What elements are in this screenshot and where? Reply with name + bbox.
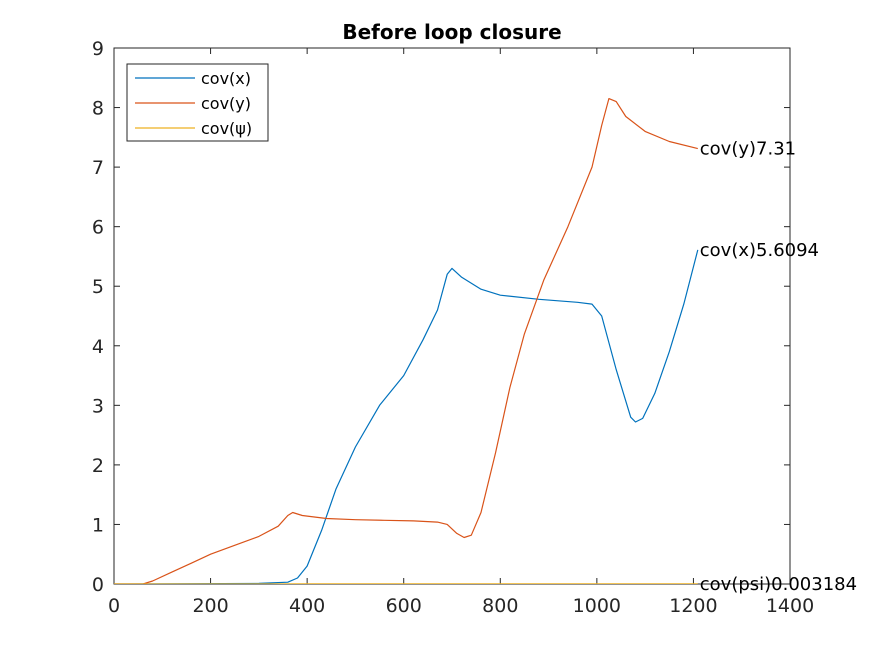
y-tick-label: 8 bbox=[92, 98, 104, 120]
x-tick-label: 800 bbox=[482, 595, 518, 617]
series-layer bbox=[114, 98, 699, 584]
y-tick-label: 5 bbox=[92, 276, 104, 298]
y-tick-label: 2 bbox=[92, 455, 104, 477]
legend-label: cov(x) bbox=[201, 69, 251, 88]
x-tick-label: 1000 bbox=[573, 595, 621, 617]
y-tick-label: 1 bbox=[92, 514, 104, 536]
legend-label: cov(y) bbox=[201, 94, 251, 113]
y-tick-label: 4 bbox=[92, 336, 104, 358]
x-tick-label: 400 bbox=[289, 595, 325, 617]
axis-ticks: 0 200 400 600 800 1000 1200 1400 0 1 2 3 4 5 6 7 8 9 bbox=[92, 38, 814, 617]
series-line-1 bbox=[114, 98, 698, 584]
annotations-layer: cov(y)7.31 cov(x)5.6094 cov(psi)0.003184 bbox=[700, 139, 857, 595]
x-tick-label: 1200 bbox=[669, 595, 717, 617]
y-tick-label: 6 bbox=[92, 217, 104, 239]
data-annotation: cov(x)5.6094 bbox=[700, 240, 819, 261]
y-tick-label: 3 bbox=[92, 395, 104, 417]
data-annotation: cov(psi)0.003184 bbox=[700, 574, 857, 595]
y-tick-label: 9 bbox=[92, 38, 104, 60]
y-tick-label: 0 bbox=[92, 574, 104, 596]
legend-label: cov(ψ) bbox=[201, 119, 252, 138]
y-tick-label: 7 bbox=[92, 157, 104, 179]
legend[interactable]: cov(x) cov(y) cov(ψ) bbox=[126, 63, 269, 142]
chart-title: Before loop closure bbox=[342, 20, 561, 44]
data-annotation: cov(y)7.31 bbox=[700, 139, 796, 160]
x-tick-label: 0 bbox=[108, 595, 120, 617]
x-tick-label: 600 bbox=[386, 595, 422, 617]
x-tick-label: 200 bbox=[192, 595, 228, 617]
series-line-0 bbox=[114, 249, 699, 584]
x-tick-label: 1400 bbox=[766, 595, 814, 617]
